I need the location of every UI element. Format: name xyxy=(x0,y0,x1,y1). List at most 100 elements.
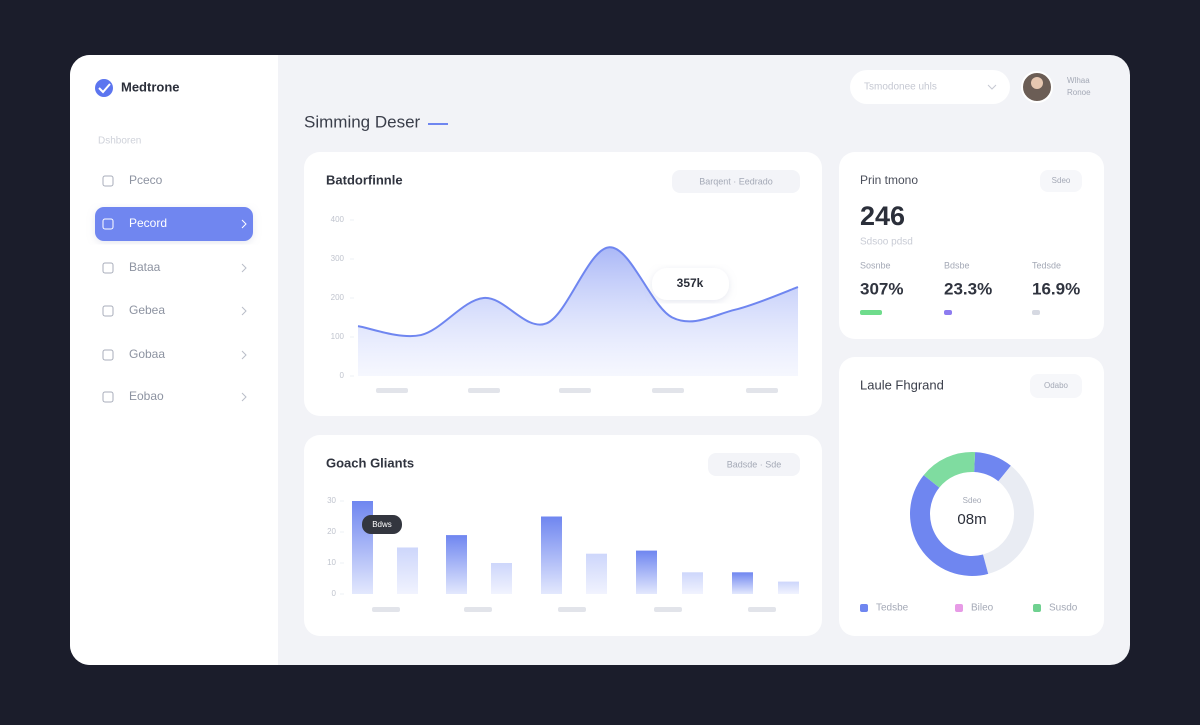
nav-label[interactable]: Eobao xyxy=(129,389,164,403)
x-label-placeholder xyxy=(559,388,591,393)
nav-label[interactable]: Bataa xyxy=(129,260,161,274)
bar xyxy=(732,572,753,594)
nav-chevron xyxy=(241,350,247,360)
stats-subtitle: Sdsoo pdsd xyxy=(860,237,913,248)
tooltip xyxy=(362,515,402,534)
stat-value: 23.3% xyxy=(944,279,992,298)
donut-title: Laule Fhgrand xyxy=(860,377,944,392)
brand-check xyxy=(98,83,111,94)
bar xyxy=(636,550,657,594)
y-tick-label: 100 xyxy=(331,332,345,341)
y-tick-label: 20 xyxy=(327,527,336,536)
bar xyxy=(586,553,607,594)
donut-card xyxy=(839,357,1104,636)
donut-segment xyxy=(910,475,989,576)
legend-swatch xyxy=(860,604,868,612)
bar xyxy=(397,547,418,594)
nav-active[interactable] xyxy=(95,207,253,241)
stat-label: Tedsde xyxy=(1032,260,1061,270)
bar xyxy=(541,516,562,594)
donut-center-label: Sdeo xyxy=(963,496,982,505)
y-tick-label: 400 xyxy=(331,215,345,224)
nav-label[interactable]: Pecord xyxy=(129,216,167,230)
search-chevron xyxy=(987,84,997,90)
bar xyxy=(352,501,373,594)
y-tick-label: 30 xyxy=(327,496,336,505)
stat-indicator xyxy=(860,310,882,315)
x-label-placeholder xyxy=(464,607,492,612)
nav-icon xyxy=(102,349,114,361)
legend-label: Susdo xyxy=(1049,603,1078,614)
stats-badge-text: Sdeo xyxy=(1052,176,1071,185)
nav-label[interactable]: Pceco xyxy=(129,173,163,187)
donut-segment xyxy=(974,452,1011,482)
legend-swatch xyxy=(1033,604,1041,612)
bar-filter-text: Badsde · Sde xyxy=(727,459,782,469)
nav-icon xyxy=(102,305,114,317)
user-name: Wlhaa xyxy=(1067,76,1090,85)
nav-icon xyxy=(102,262,114,274)
nav-chevron xyxy=(241,392,247,402)
x-label-placeholder xyxy=(468,388,500,393)
y-tick-label: 0 xyxy=(340,371,345,380)
y-tick-label: 0 xyxy=(332,589,337,598)
area-fill xyxy=(358,247,798,376)
stat-label: Bdsbe xyxy=(944,260,970,270)
stat-label: Sosnbe xyxy=(860,260,891,270)
x-label-placeholder xyxy=(372,607,400,612)
avatar-face xyxy=(1031,77,1043,89)
x-label-placeholder xyxy=(652,388,684,393)
y-tick-label: 300 xyxy=(331,254,345,263)
y-tick-label: 200 xyxy=(331,293,345,302)
tooltip-text: 357k xyxy=(677,276,704,290)
area-filter[interactable] xyxy=(672,170,800,193)
x-label-placeholder xyxy=(558,607,586,612)
area-line xyxy=(357,246,799,338)
nav-section: Dshboren xyxy=(98,136,141,147)
legend-swatch xyxy=(955,604,963,612)
stat-indicator xyxy=(1032,310,1040,315)
brand: Medtrone xyxy=(121,79,180,94)
x-label-placeholder xyxy=(746,388,778,393)
nav: Pceco Pecord Bataa Gebea Gobaa Eobao xyxy=(95,173,253,403)
donut-badge[interactable] xyxy=(1030,374,1082,398)
nav-label[interactable]: Gebea xyxy=(129,303,165,317)
bar xyxy=(446,535,467,594)
search-box[interactable] xyxy=(850,70,1010,104)
page-heading: Simming Deser xyxy=(304,112,421,131)
stats-badge[interactable] xyxy=(1040,170,1082,192)
nav-icon xyxy=(102,175,114,187)
brand-logo xyxy=(95,79,113,97)
tooltip-text: Bdws xyxy=(372,520,392,529)
bar xyxy=(682,572,703,594)
nav-label[interactable]: Gobaa xyxy=(129,347,165,361)
x-label-placeholder xyxy=(376,388,408,393)
stats-card xyxy=(839,152,1104,339)
search-placeholder: Tsmodonee uhls xyxy=(864,82,937,93)
x-label-placeholder xyxy=(748,607,776,612)
area-title: Batdorfinnle xyxy=(326,172,403,187)
legend-label: Tedsbe xyxy=(876,603,909,614)
nav-chevron xyxy=(241,219,247,229)
donut-segment xyxy=(923,452,976,488)
stat-indicator xyxy=(944,310,952,315)
bar-filter[interactable] xyxy=(708,453,800,476)
nav-chevron xyxy=(241,306,247,316)
stat-value: 16.9% xyxy=(1032,279,1080,298)
bar xyxy=(491,563,512,594)
legend-label: Bileo xyxy=(971,603,994,614)
nav-icon xyxy=(102,391,114,403)
bar xyxy=(778,581,799,594)
donut-segment xyxy=(982,465,1034,574)
donut-center: 08m xyxy=(957,511,986,528)
nav-icon xyxy=(102,218,114,230)
user-role: Ronoe xyxy=(1067,88,1091,97)
x-label-placeholder xyxy=(654,607,682,612)
tooltip xyxy=(652,268,729,300)
stat-value: 307% xyxy=(860,279,903,298)
nav-chevron xyxy=(241,263,247,273)
area-filter-text: Barqent · Eedrado xyxy=(699,176,773,186)
bar-title: Goach Gliants xyxy=(326,455,414,470)
